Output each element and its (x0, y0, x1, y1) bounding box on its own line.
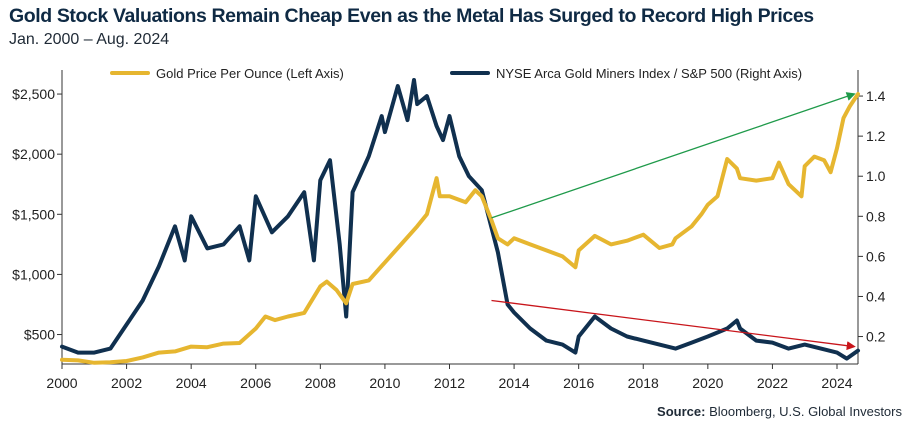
downtrend-arrow (491, 299, 856, 351)
right-tick-label: 1.0 (866, 168, 886, 184)
source-note: Source: Bloomberg, U.S. Global Investors (657, 404, 902, 419)
x-tick-label: 2022 (757, 375, 788, 391)
source-label: Source: (657, 404, 706, 419)
left-tick-label: $2,500 (12, 86, 55, 102)
right-tick-label: 0.2 (866, 329, 886, 345)
x-tick-label: 2024 (821, 375, 852, 391)
uptrend-arrow (491, 92, 856, 219)
x-tick-label: 2004 (176, 375, 207, 391)
x-tick-label: 2014 (499, 375, 530, 391)
x-tick-label: 2012 (434, 375, 465, 391)
miners-ratio-line (60, 78, 860, 361)
x-tick-label: 2006 (240, 375, 271, 391)
left-tick-label: $500 (24, 327, 55, 343)
x-tick-label: 2018 (628, 375, 659, 391)
source-text: Bloomberg, U.S. Global Investors (709, 404, 902, 419)
x-tick-label: 2010 (369, 375, 400, 391)
x-tick-label: 2002 (111, 375, 142, 391)
left-tick-label: $1,500 (12, 206, 55, 222)
chart-subtitle: Jan. 2000 – Aug. 2024 (9, 31, 170, 48)
right-tick-label: 0.4 (866, 288, 886, 304)
right-tick-label: 0.6 (866, 248, 886, 264)
x-tick-label: 2008 (305, 375, 336, 391)
right-tick-label: 1.4 (866, 88, 886, 104)
x-tick-label: 2000 (46, 375, 77, 391)
x-tick-label: 2020 (692, 375, 723, 391)
right-tick-label: 0.8 (866, 208, 886, 224)
legend-miners-label: NYSE Arca Gold Miners Index / S&P 500 (R… (496, 66, 802, 81)
right-tick-label: 1.2 (866, 128, 886, 144)
gold-price-line (60, 92, 860, 365)
left-tick-label: $1,000 (12, 266, 55, 282)
chart-title: Gold Stock Valuations Remain Cheap Even … (9, 5, 814, 27)
left-tick-label: $2,000 (12, 146, 55, 162)
x-tick-label: 2016 (563, 375, 594, 391)
legend-gold-label: Gold Price Per Ounce (Left Axis) (156, 66, 344, 81)
